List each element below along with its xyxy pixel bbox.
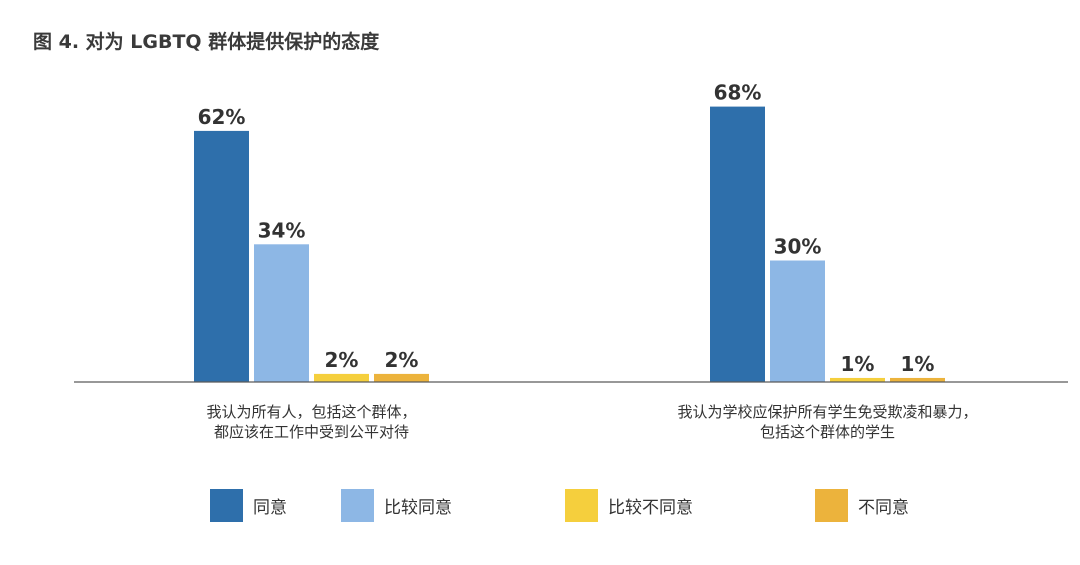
bar-1-2 bbox=[254, 244, 309, 382]
bar-1-4 bbox=[374, 373, 429, 382]
legend-label-somewhat-agree: 比较同意 bbox=[384, 497, 452, 518]
bar-2-3 bbox=[830, 377, 885, 382]
data-label-2-3: 1% bbox=[841, 352, 875, 376]
bar-chart: 62% 34% 2% 2% 我认为所有人，包括这个群体，都应该在工作中受到公平对待 68%… bbox=[74, 81, 1068, 441]
bar-1-3 bbox=[314, 373, 369, 382]
legend-item-somewhat-disagree: 比较不同意 bbox=[565, 488, 693, 522]
legend-item-disagree: 不同意 bbox=[815, 488, 909, 522]
legend-swatch-disagree bbox=[815, 488, 848, 522]
legend-item-agree: 同意 bbox=[210, 488, 287, 522]
data-label-1-3: 2% bbox=[325, 348, 359, 372]
legend-label-somewhat-disagree: 比较不同意 bbox=[608, 497, 693, 518]
data-label-2-1: 68% bbox=[714, 81, 762, 105]
legend-swatch-agree bbox=[210, 488, 243, 522]
category-label-2: 我认为学校应保护所有学生免受欺凌和暴力，包括这个群体的学生 bbox=[677, 403, 977, 441]
bar-2-2 bbox=[770, 260, 825, 382]
bar-1-1 bbox=[194, 130, 249, 382]
legend-swatch-somewhat-disagree bbox=[565, 488, 598, 522]
chart-title: 图 4. 对为 LGBTQ 群体提供保护的态度 bbox=[33, 31, 380, 53]
data-label-2-4: 1% bbox=[901, 352, 935, 376]
data-label-1-4: 2% bbox=[385, 348, 419, 372]
legend-item-somewhat-agree: 比较同意 bbox=[341, 488, 452, 522]
data-label-1-1: 62% bbox=[198, 105, 246, 129]
legend: 同意 比较同意 比较不同意 不同意 bbox=[0, 488, 1080, 528]
data-label-1-2: 34% bbox=[258, 218, 306, 242]
bar-2-1 bbox=[710, 106, 765, 382]
category-label-1: 我认为所有人，包括这个群体，都应该在工作中受到公平对待 bbox=[206, 403, 416, 441]
legend-label-agree: 同意 bbox=[253, 497, 287, 518]
legend-label-disagree: 不同意 bbox=[858, 497, 909, 518]
legend-swatch-somewhat-agree bbox=[341, 488, 374, 522]
bar-2-4 bbox=[890, 377, 945, 382]
data-label-2-2: 30% bbox=[774, 235, 822, 259]
